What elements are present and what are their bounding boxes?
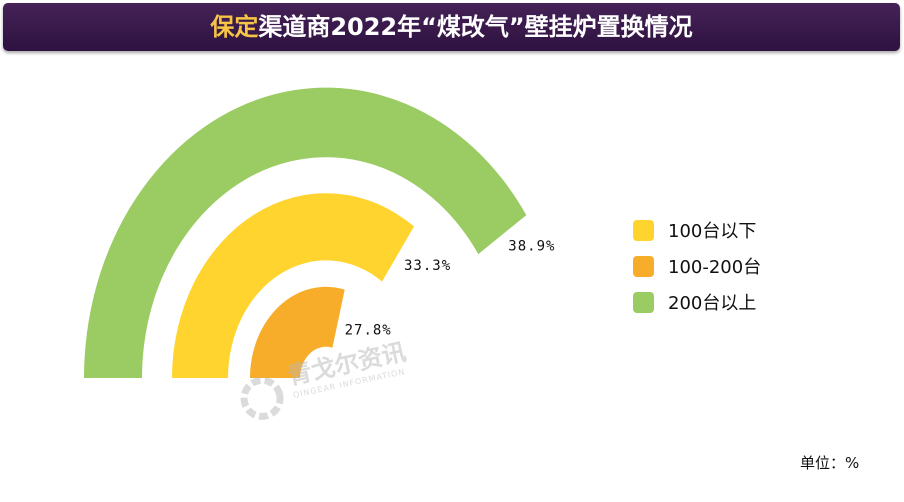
title-highlight: 保定: [210, 13, 259, 41]
legend-swatch-2: [633, 291, 654, 313]
legend-label-0: 100台以下: [668, 221, 757, 242]
title-text: 渠道商2022年“煤改气”壁挂炉置换情况: [258, 13, 693, 41]
arc-bar-0: [171, 193, 415, 378]
title-bar: 保定渠道商2022年“煤改气”壁挂炉置换情况: [3, 3, 900, 51]
legend-item-0: 100台以下: [633, 212, 761, 248]
value-label-0: 33.3%: [404, 258, 451, 274]
legend-item-1: 100-200台: [633, 248, 761, 284]
arc-bar-1: [250, 286, 345, 378]
unit-label: 单位：%: [800, 454, 860, 472]
legend-swatch-1: [633, 255, 654, 277]
watermark-logo-icon: [240, 376, 284, 420]
arc-bar-2: [84, 87, 527, 378]
value-label-2: 38.9%: [508, 239, 555, 255]
legend-label-1: 100-200台: [668, 257, 762, 278]
legend-label-2: 200台以上: [668, 293, 757, 314]
arc-bars: [84, 87, 527, 378]
legend: 100台以下 100-200台 200台以上: [633, 212, 761, 320]
value-label-1: 27.8%: [345, 323, 392, 339]
legend-swatch-0: [633, 219, 654, 241]
legend-item-2: 200台以上: [633, 284, 761, 320]
